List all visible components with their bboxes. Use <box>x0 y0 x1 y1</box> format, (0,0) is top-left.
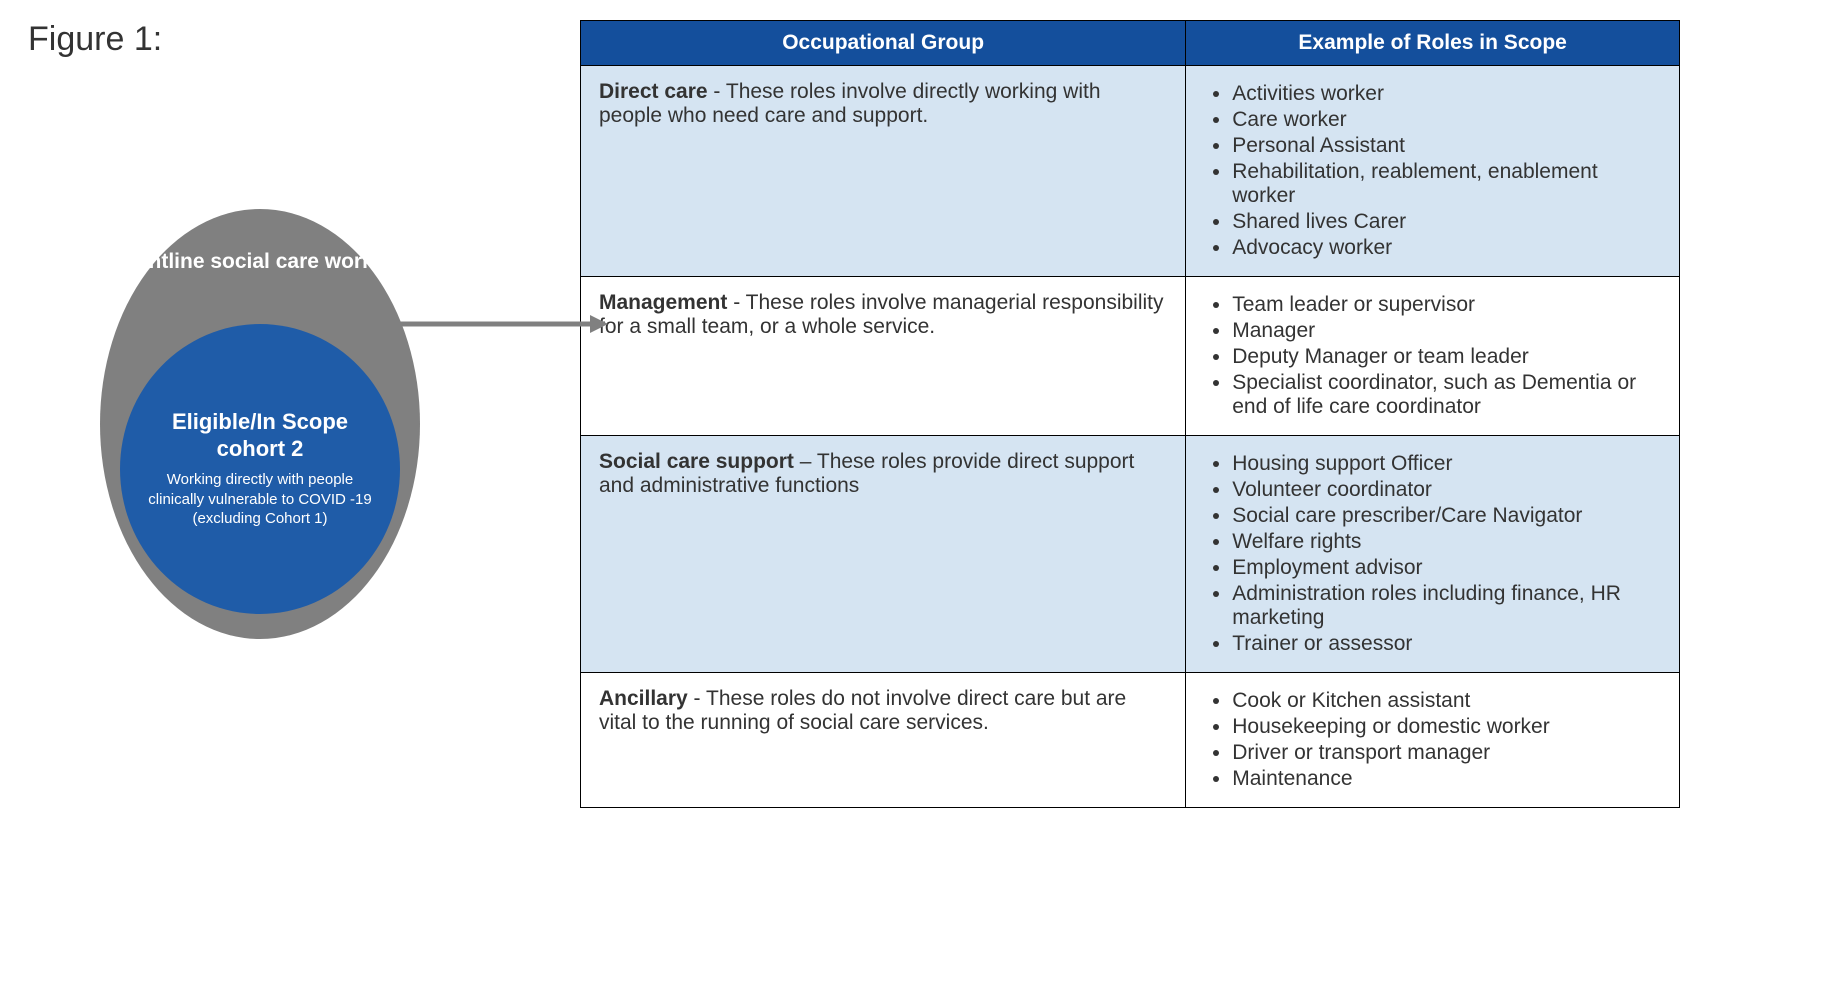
group-cell: Ancillary - These roles do not involve d… <box>581 673 1186 808</box>
roles-cell: Cook or Kitchen assistantHousekeeping or… <box>1186 673 1680 808</box>
list-item: Housekeeping or domestic worker <box>1232 715 1661 739</box>
list-item: Trainer or assessor <box>1232 632 1661 656</box>
list-item: Deputy Manager or team leader <box>1232 345 1661 369</box>
roles-cell: Activities workerCare workerPersonal Ass… <box>1186 66 1680 277</box>
roles-cell: Team leader or supervisorManagerDeputy M… <box>1186 277 1680 436</box>
role-list: Cook or Kitchen assistantHousekeeping or… <box>1204 689 1661 791</box>
list-item: Manager <box>1232 319 1661 343</box>
list-item: Social care prescriber/Care Navigator <box>1232 504 1661 528</box>
list-item: Volunteer coordinator <box>1232 478 1661 502</box>
group-cell: Management - These roles involve manager… <box>581 277 1186 436</box>
figure-container: Figure 1: Frontline social care workers … <box>20 20 1828 808</box>
list-item: Cook or Kitchen assistant <box>1232 689 1661 713</box>
list-item: Administration roles including finance, … <box>1232 582 1661 630</box>
venn-diagram: Frontline social care workers Eligible/I… <box>20 209 580 709</box>
list-item: Rehabilitation, reablement, enablement w… <box>1232 160 1661 208</box>
list-item: Housing support Officer <box>1232 452 1661 476</box>
role-list: Housing support OfficerVolunteer coordin… <box>1204 452 1661 656</box>
role-list: Activities workerCare workerPersonal Ass… <box>1204 82 1661 260</box>
table-row: Direct care - These roles involve direct… <box>581 66 1680 277</box>
table-row: Social care support – These roles provid… <box>581 436 1680 673</box>
roles-table: Occupational Group Example of Roles in S… <box>580 20 1680 808</box>
inner-ellipse-subtitle: Working directly with people clinically … <box>140 470 380 529</box>
group-cell: Social care support – These roles provid… <box>581 436 1186 673</box>
arrow-icon <box>390 309 610 339</box>
table-header-cell: Example of Roles in Scope <box>1186 21 1680 66</box>
table-header-row: Occupational Group Example of Roles in S… <box>581 21 1680 66</box>
table-header-cell: Occupational Group <box>581 21 1186 66</box>
list-item: Advocacy worker <box>1232 236 1661 260</box>
table-row: Management - These roles involve manager… <box>581 277 1680 436</box>
roles-cell: Housing support OfficerVolunteer coordin… <box>1186 436 1680 673</box>
list-item: Care worker <box>1232 108 1661 132</box>
right-column: Occupational Group Example of Roles in S… <box>580 20 1680 808</box>
list-item: Driver or transport manager <box>1232 741 1661 765</box>
list-item: Employment advisor <box>1232 556 1661 580</box>
inner-ellipse-title: Eligible/In Scope cohort 2 <box>140 409 380 462</box>
left-column: Figure 1: Frontline social care workers … <box>20 20 580 709</box>
list-item: Shared lives Carer <box>1232 210 1661 234</box>
list-item: Activities worker <box>1232 82 1661 106</box>
list-item: Specialist coordinator, such as Dementia… <box>1232 371 1661 419</box>
table-row: Ancillary - These roles do not involve d… <box>581 673 1680 808</box>
group-name: Social care support <box>599 450 794 473</box>
list-item: Team leader or supervisor <box>1232 293 1661 317</box>
group-name: Direct care <box>599 80 708 103</box>
list-item: Personal Assistant <box>1232 134 1661 158</box>
role-list: Team leader or supervisorManagerDeputy M… <box>1204 293 1661 419</box>
group-cell: Direct care - These roles involve direct… <box>581 66 1186 277</box>
group-name: Ancillary <box>599 687 688 710</box>
outer-ellipse-label: Frontline social care workers <box>100 249 420 275</box>
list-item: Maintenance <box>1232 767 1661 791</box>
figure-title: Figure 1: <box>20 20 580 59</box>
inner-ellipse: Eligible/In Scope cohort 2 Working direc… <box>120 324 400 614</box>
group-name: Management <box>599 291 727 314</box>
table-body: Direct care - These roles involve direct… <box>581 66 1680 808</box>
list-item: Welfare rights <box>1232 530 1661 554</box>
